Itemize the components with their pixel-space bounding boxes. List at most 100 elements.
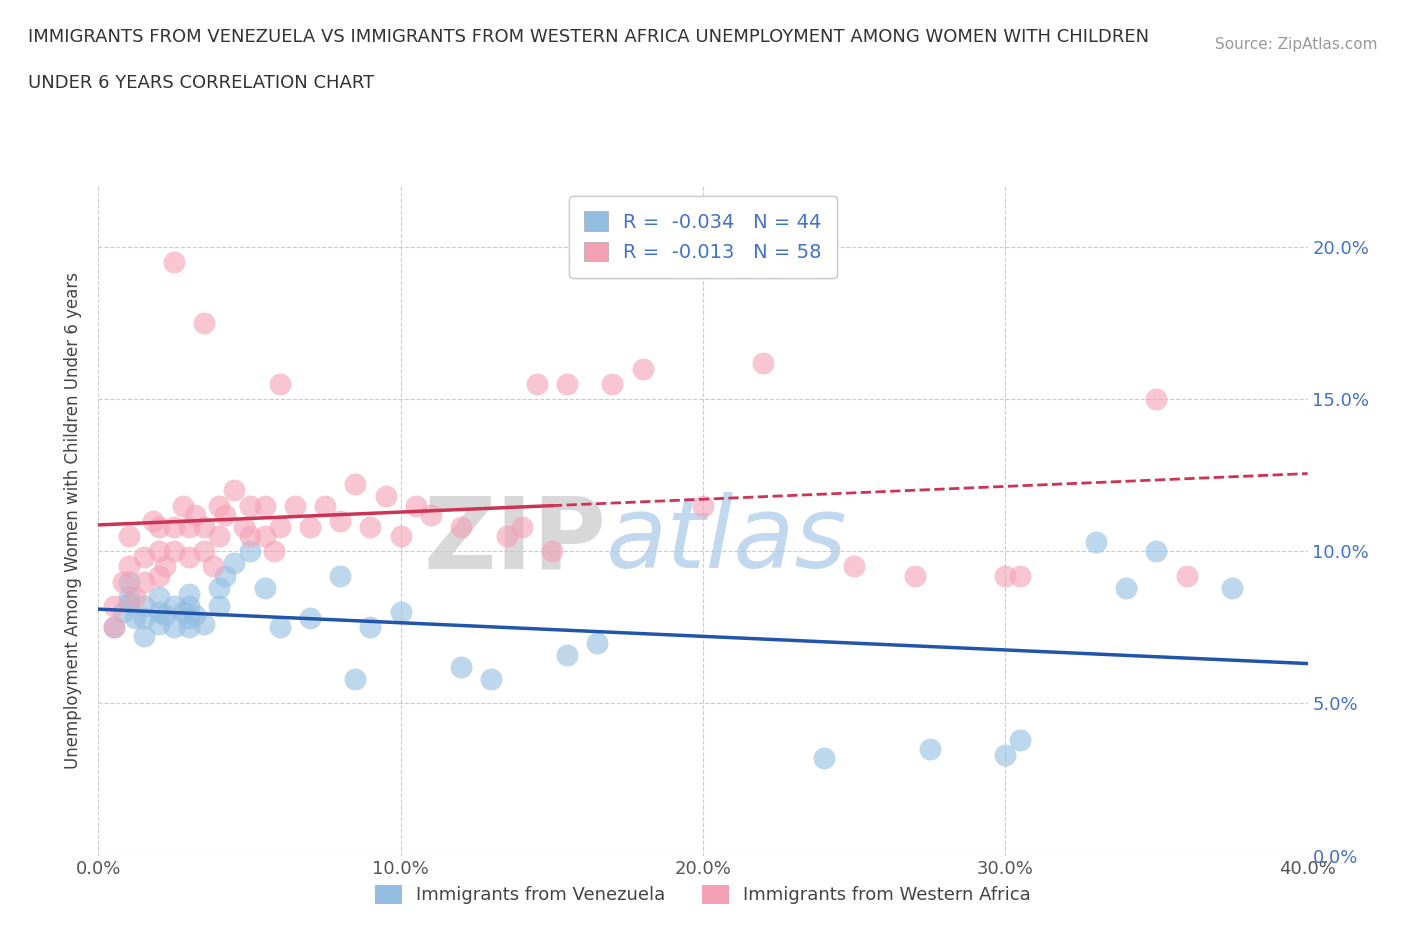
Point: [1220, 580, 1243, 595]
Point: [132, 574, 155, 589]
Point: [1085, 535, 1108, 550]
Point: [450, 520, 472, 535]
Point: [1010, 733, 1032, 748]
Point: [142, 513, 165, 528]
Point: [184, 507, 207, 522]
Point: [124, 611, 146, 626]
Point: [118, 574, 141, 589]
Point: [918, 741, 941, 756]
Point: [299, 611, 322, 626]
Point: [994, 568, 1017, 583]
Point: [208, 580, 231, 595]
Point: [450, 659, 472, 674]
Point: [263, 544, 285, 559]
Point: [163, 520, 186, 535]
Point: [299, 520, 322, 535]
Point: [526, 377, 548, 392]
Point: [631, 361, 654, 376]
Point: [284, 498, 307, 513]
Point: [208, 498, 231, 513]
Point: [224, 556, 246, 571]
Point: [329, 513, 352, 528]
Point: [1144, 544, 1167, 559]
Point: [540, 544, 562, 559]
Point: [148, 544, 170, 559]
Point: [269, 520, 291, 535]
Point: [103, 620, 125, 635]
Point: [374, 489, 396, 504]
Point: [172, 498, 194, 513]
Point: [132, 550, 155, 565]
Point: [132, 611, 155, 626]
Point: [510, 520, 533, 535]
Point: [179, 520, 201, 535]
Point: [179, 550, 201, 565]
Point: [148, 604, 170, 619]
Point: [844, 559, 866, 574]
Point: [208, 599, 231, 614]
Point: [420, 507, 443, 522]
Point: [118, 559, 141, 574]
Point: [904, 568, 927, 583]
Point: [1144, 392, 1167, 406]
Point: [239, 498, 262, 513]
Point: [239, 544, 262, 559]
Point: [555, 377, 578, 392]
Point: [148, 590, 170, 604]
Point: [118, 528, 141, 543]
Point: [1175, 568, 1198, 583]
Point: [481, 671, 503, 686]
Point: [214, 507, 236, 522]
Point: [148, 617, 170, 631]
Point: [314, 498, 336, 513]
Legend: Immigrants from Venezuela, Immigrants from Western Africa: Immigrants from Venezuela, Immigrants fr…: [368, 878, 1038, 911]
Point: [389, 528, 412, 543]
Point: [813, 751, 835, 765]
Point: [163, 620, 186, 635]
Point: [193, 315, 215, 330]
Point: [153, 607, 176, 622]
Text: Source: ZipAtlas.com: Source: ZipAtlas.com: [1215, 37, 1378, 52]
Point: [179, 599, 201, 614]
Point: [344, 477, 367, 492]
Text: IMMIGRANTS FROM VENEZUELA VS IMMIGRANTS FROM WESTERN AFRICA UNEMPLOYMENT AMONG W: IMMIGRANTS FROM VENEZUELA VS IMMIGRANTS …: [28, 28, 1149, 46]
Point: [172, 604, 194, 619]
Point: [555, 647, 578, 662]
Point: [179, 620, 201, 635]
Point: [692, 498, 714, 513]
Point: [193, 617, 215, 631]
Point: [994, 748, 1017, 763]
Point: [132, 629, 155, 644]
Point: [163, 544, 186, 559]
Point: [103, 599, 125, 614]
Point: [602, 377, 624, 392]
Point: [208, 528, 231, 543]
Text: ZIP: ZIP: [423, 492, 606, 590]
Point: [389, 604, 412, 619]
Legend: R =  -0.034   N = 44, R =  -0.013   N = 58: R = -0.034 N = 44, R = -0.013 N = 58: [569, 195, 837, 278]
Point: [752, 355, 775, 370]
Point: [495, 528, 517, 543]
Point: [111, 574, 134, 589]
Point: [269, 620, 291, 635]
Point: [405, 498, 427, 513]
Point: [163, 599, 186, 614]
Point: [329, 568, 352, 583]
Point: [118, 590, 141, 604]
Point: [118, 595, 141, 610]
Point: [586, 635, 609, 650]
Point: [193, 520, 215, 535]
Point: [1010, 568, 1032, 583]
Point: [179, 611, 201, 626]
Point: [360, 520, 382, 535]
Point: [344, 671, 367, 686]
Point: [224, 483, 246, 498]
Point: [163, 255, 186, 270]
Point: [253, 580, 276, 595]
Point: [103, 620, 125, 635]
Point: [202, 559, 225, 574]
Text: UNDER 6 YEARS CORRELATION CHART: UNDER 6 YEARS CORRELATION CHART: [28, 74, 374, 92]
Point: [360, 620, 382, 635]
Point: [148, 520, 170, 535]
Text: atlas: atlas: [606, 492, 848, 590]
